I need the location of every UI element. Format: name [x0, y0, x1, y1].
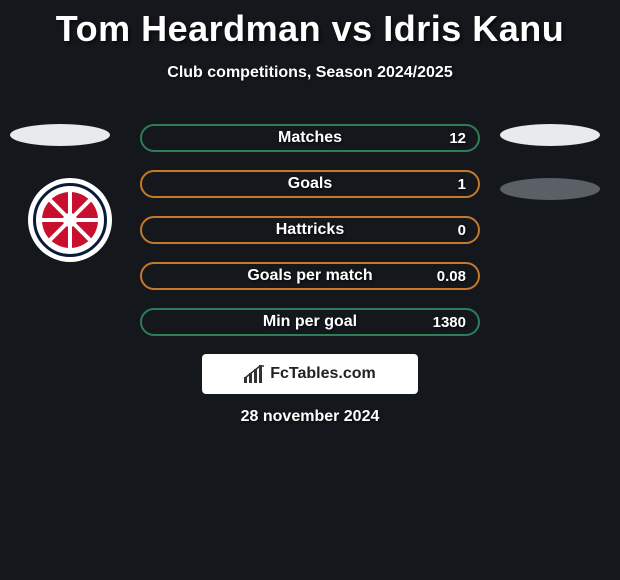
page-subtitle: Club competitions, Season 2024/2025: [0, 64, 620, 82]
club-right-placeholder: [500, 178, 600, 200]
player-left-placeholder: [10, 124, 110, 146]
stat-bar-value-right: 1: [458, 172, 466, 196]
stat-bar: Goals per match0.08: [140, 262, 480, 290]
stat-bar-value-right: 0.08: [437, 264, 466, 288]
stat-bar-label: Hattricks: [142, 218, 478, 242]
stat-bar: Min per goal1380: [140, 308, 480, 336]
logo-text: FcTables.com: [270, 365, 376, 383]
player-right-placeholder: [500, 124, 600, 146]
stat-bar-label: Goals: [142, 172, 478, 196]
stat-bar-label: Min per goal: [142, 310, 478, 334]
stat-bar-value-right: 0: [458, 218, 466, 242]
stat-bar-label: Goals per match: [142, 264, 478, 288]
stat-bar: Goals1: [140, 170, 480, 198]
footer-date: 28 november 2024: [0, 408, 620, 426]
page-title: Tom Heardman vs Idris Kanu: [0, 0, 620, 50]
stat-bar-label: Matches: [142, 126, 478, 150]
club-wheel-icon: [42, 192, 98, 248]
stat-bar: Matches12: [140, 124, 480, 152]
stat-bars: Matches12 Goals1 Hattricks0 Goals per match…: [140, 124, 480, 354]
bar-chart-icon: [244, 365, 266, 383]
stat-bar-value-right: 1380: [433, 310, 466, 334]
club-left-badge: [28, 178, 112, 262]
stat-bar-value-right: 12: [449, 126, 466, 150]
stat-bar: Hattricks0: [140, 216, 480, 244]
fctables-logo: FcTables.com: [202, 354, 418, 394]
